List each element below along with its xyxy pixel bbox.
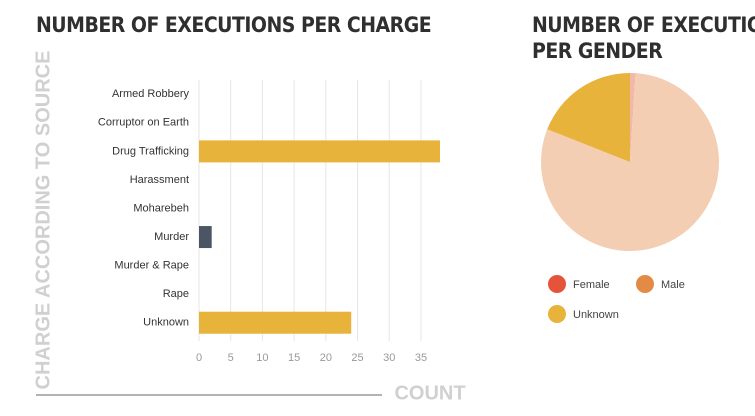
pie-slice (541, 73, 719, 252)
legend-swatch (636, 275, 654, 293)
x-tick-label: 15 (288, 352, 300, 364)
category-label: Murder & Rape (114, 260, 189, 272)
legend-label: Unknown (573, 309, 619, 321)
x-tick-label: 0 (196, 352, 202, 364)
pie-title-line: NUMBER OF EXECUTIONS (532, 13, 755, 37)
category-label: Corruptor on Earth (98, 117, 189, 129)
bar (199, 311, 352, 334)
category-label: Murder (154, 231, 189, 243)
category-label: Moharebeh (133, 202, 189, 214)
category-label: Unknown (143, 317, 189, 329)
x-axis-label: COUNT (394, 382, 465, 404)
category-label: Rape (163, 288, 189, 300)
x-tick-label: 20 (320, 352, 332, 364)
legend-swatch (548, 305, 566, 323)
legend-label: Male (661, 279, 685, 291)
pie-title-line: PER GENDER (532, 39, 663, 63)
category-label: Harassment (130, 174, 189, 186)
bar (199, 140, 440, 163)
y-axis-label: CHARGE ACCORDING TO SOURCE (32, 51, 54, 390)
pie-slice (630, 73, 636, 162)
pie-slice (547, 73, 630, 162)
legend-label: Female (573, 279, 610, 291)
x-tick-label: 35 (415, 352, 427, 364)
category-label: Armed Robbery (112, 88, 190, 100)
category-label: Drug Trafficking (112, 145, 189, 157)
x-tick-label: 5 (228, 352, 234, 364)
bar-title: NUMBER OF EXECUTIONS PER CHARGE (36, 13, 431, 37)
x-tick-label: 30 (383, 352, 395, 364)
x-tick-label: 10 (256, 352, 268, 364)
bar (199, 226, 212, 249)
legend-swatch (548, 275, 566, 293)
x-tick-label: 25 (351, 352, 363, 364)
